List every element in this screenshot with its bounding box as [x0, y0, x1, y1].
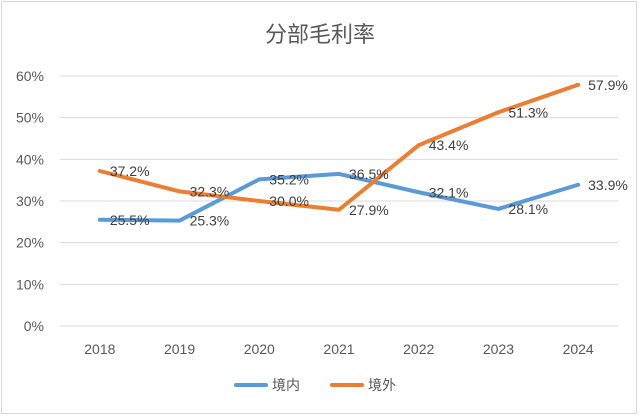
data-label: 51.3%: [508, 104, 548, 120]
data-labels: 25.5% 25.3% 35.2% 36.5% 32.1% 28.1% 33.9% 37.2%…: [110, 77, 628, 229]
data-label: 28.1%: [508, 201, 548, 217]
data-label: 35.2%: [269, 171, 309, 187]
series-line-1: [97, 82, 581, 212]
data-label: 25.5%: [110, 212, 150, 228]
legend: 境内 境外: [234, 378, 396, 394]
x-tick-label: 2023: [483, 341, 514, 357]
chart-title: 分部毛利率: [265, 23, 375, 48]
x-tick-label: 2024: [563, 341, 594, 357]
gridlines: [60, 75, 618, 327]
x-axis-ticks: 2018 2019 2020 2021 2022 2023 2024: [84, 341, 594, 357]
data-label: 27.9%: [349, 202, 389, 218]
data-label: 57.9%: [588, 77, 628, 93]
y-tick-label: 20%: [16, 235, 44, 251]
y-axis-ticks: 0% 10% 20% 30% 40% 50% 60%: [16, 68, 44, 334]
x-tick-label: 2022: [403, 341, 434, 357]
y-tick-label: 10%: [16, 276, 44, 292]
y-tick-label: 0%: [24, 318, 44, 334]
legend-label: 境外: [368, 378, 396, 394]
y-tick-label: 50%: [16, 110, 44, 126]
data-label: 32.3%: [190, 183, 230, 199]
x-tick-label: 2019: [164, 341, 195, 357]
data-label: 25.3%: [190, 213, 230, 229]
data-label: 37.2%: [110, 163, 150, 179]
data-label: 43.4%: [429, 137, 469, 153]
y-tick-label: 30%: [16, 193, 44, 209]
data-label: 30.0%: [269, 193, 309, 209]
x-tick-label: 2018: [84, 341, 115, 357]
y-tick-label: 40%: [16, 151, 44, 167]
series-lines: [97, 82, 581, 223]
data-label: 33.9%: [588, 177, 628, 193]
x-tick-label: 2020: [244, 341, 275, 357]
legend-label: 境内: [272, 378, 300, 394]
x-tick-label: 2021: [323, 341, 354, 357]
data-label: 32.1%: [429, 184, 469, 200]
y-tick-label: 60%: [16, 68, 44, 84]
series-line-0: [97, 171, 581, 223]
data-label: 36.5%: [349, 166, 389, 182]
